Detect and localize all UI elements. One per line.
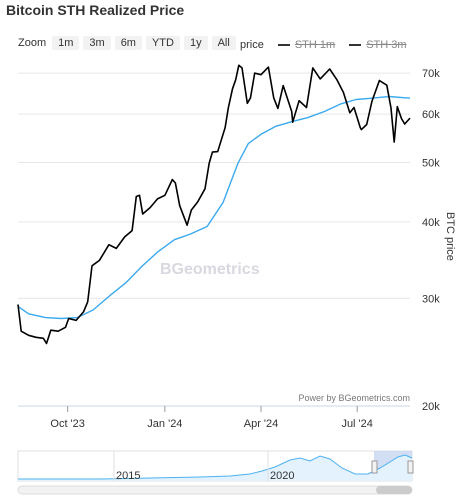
legend-label: STH 3m [366,39,407,51]
navigator-label: 2020 [270,470,294,482]
price-series-line [17,64,411,345]
navigator[interactable]: 2015 2020 [17,450,414,495]
y-axis: 20k 30k 40k 50k 60k 70k [422,68,440,413]
zoom-1y-button[interactable]: 1y [183,36,208,50]
navigator-handle-left[interactable] [371,460,378,474]
sth-realized-price-line [17,95,411,320]
legend: price STH 1m STH 3m [240,39,421,51]
x-axis: Oct '23 Jan '24 Apr '24 Jul '24 [50,406,373,430]
zoom-ytd-button[interactable]: YTD [145,36,180,50]
zoom-all-button[interactable]: All [211,36,236,50]
zoom-6m-button[interactable]: 6m [114,36,142,50]
y-tick-label: 70k [422,68,440,80]
scrollbar-thumb[interactable] [376,486,412,494]
zoom-3m-button[interactable]: 3m [83,36,111,50]
scrollbar-track [17,485,413,495]
watermark-text: BGeometrics [160,261,260,278]
legend-item-sth-3m[interactable]: STH 3m [349,39,407,51]
zoom-label: Zoom [18,37,47,49]
y-tick-label: 30k [422,293,440,305]
navigator-area [18,455,412,481]
navigator-line [18,454,413,480]
zoom-toolbar: Zoom 1m 3m 6m YTD 1y All [18,36,240,50]
x-tick-label: Apr '24 [244,418,279,430]
y-tick-label: 40k [422,217,440,229]
chart-title: Bitcoin STH Realized Price [6,2,185,18]
navigator-handle-right[interactable] [407,460,414,474]
zoom-1m-button[interactable]: 1m [52,36,80,50]
y-tick-label: 50k [422,158,440,170]
x-tick-label: Jul '24 [341,418,372,430]
y-axis-title: BTC price [444,212,456,261]
navigator-label: 2015 [116,470,140,482]
series-group [17,64,411,345]
x-tick-label: Oct '23 [50,418,85,430]
y-tick-label: 20k [422,401,440,413]
y-tick-label: 60k [422,109,440,121]
legend-item-sth-1m[interactable]: STH 1m [277,39,336,51]
legend-swatch [349,44,362,46]
x-tick-label: Jan '24 [147,418,182,430]
credit-text[interactable]: Power by BGeometrics.com [298,393,410,403]
grid-lines [18,72,410,407]
legend-label: STH 1m [294,39,336,51]
legend-item-price[interactable]: price [240,39,264,51]
legend-swatch [277,44,290,46]
legend-label: price [240,39,264,51]
